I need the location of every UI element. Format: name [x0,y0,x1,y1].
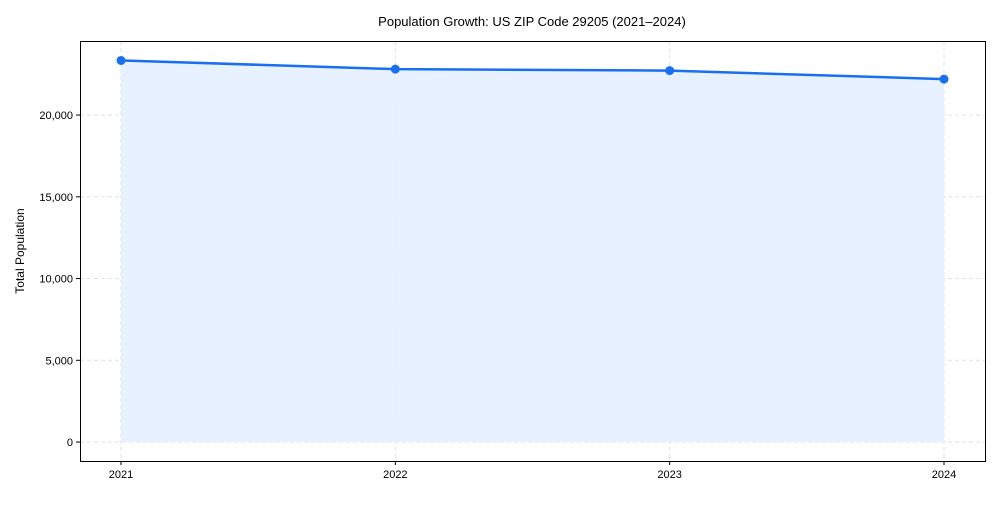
y-tick-label: 10,000 [39,274,73,286]
x-tick-label: 2021 [109,469,133,481]
area-fill [121,60,944,443]
y-tick-label: 0 [67,437,73,449]
x-tick-label: 2022 [383,469,407,481]
data-point [939,74,949,84]
y-tick-label: 20,000 [39,110,73,122]
y-axis-label: Total Population [13,208,27,293]
chart-title: Population Growth: US ZIP Code 29205 (20… [378,14,686,29]
data-point [116,55,126,65]
area-layer [116,55,949,443]
ticks: 0 5,000 10,000 15,000 20,000 2021 2022 2023 2024 [39,110,956,481]
x-tick-label: 2024 [932,469,956,481]
y-tick-label: 15,000 [39,192,73,204]
plot-frame [80,41,986,462]
x-tick-label: 2023 [657,469,681,481]
y-tick-label: 5,000 [45,355,73,367]
series-line [120,59,945,81]
data-point [665,66,675,76]
data-point [390,64,400,74]
